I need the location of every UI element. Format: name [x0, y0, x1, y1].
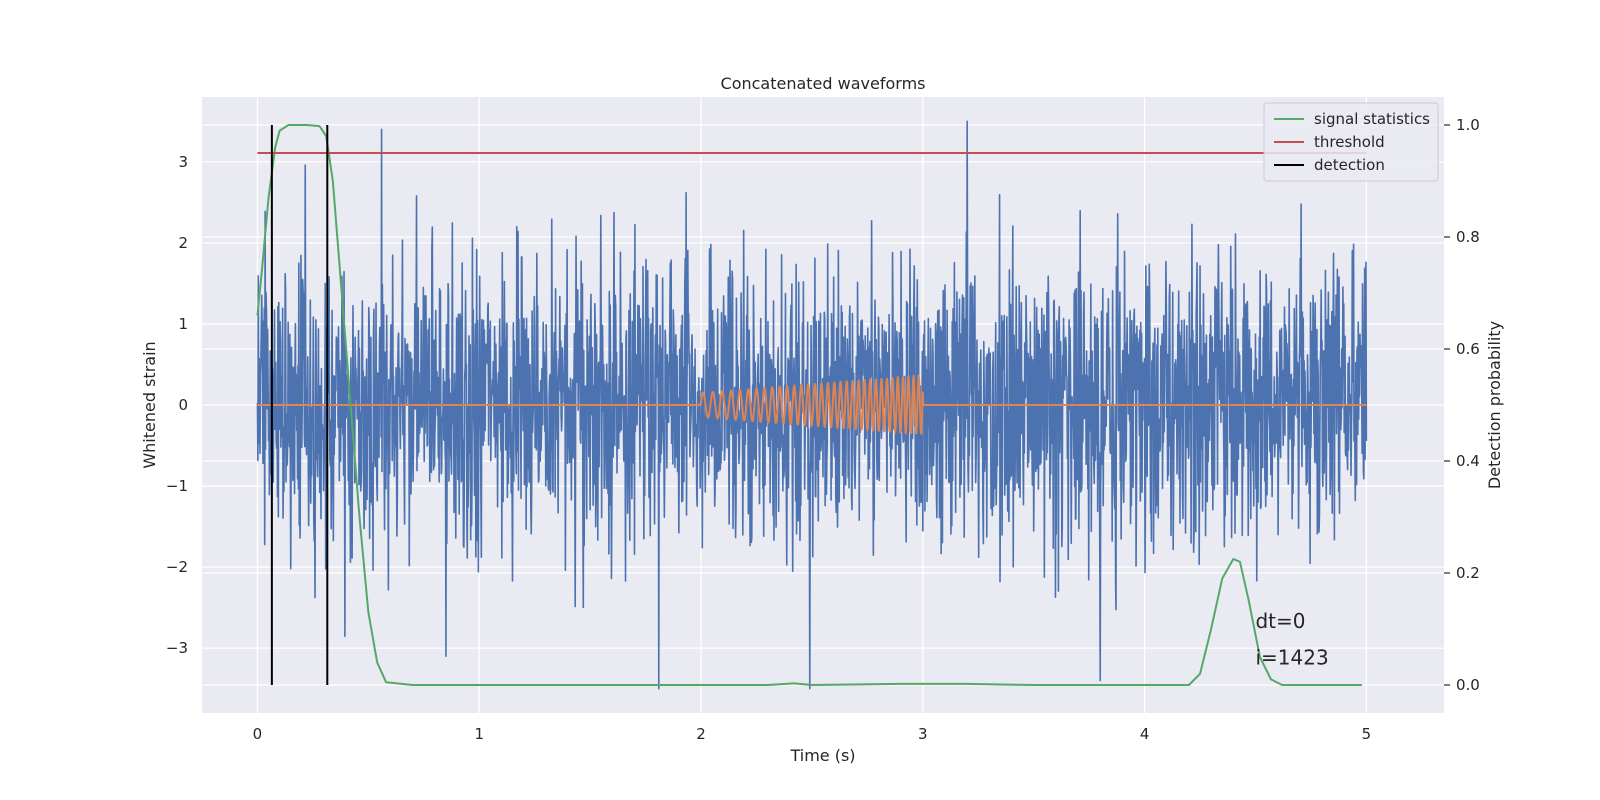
y2-tick-label: 0.2: [1456, 564, 1480, 582]
x-tick-label: 2: [696, 725, 706, 743]
legend-label: detection: [1314, 156, 1385, 174]
annotation-text: i=1423: [1255, 645, 1328, 669]
annotations: dt=0 i=1423: [1255, 609, 1328, 669]
y-tick-label: 3: [178, 153, 188, 171]
y2-tick-label: 0.0: [1456, 676, 1480, 694]
legend: signal statistics threshold detection: [1263, 102, 1439, 182]
chart-title: Concatenated waveforms: [721, 74, 926, 93]
legend-label: signal statistics: [1314, 110, 1430, 128]
y-tick-label: 1: [178, 315, 188, 333]
y2-tick-label: 0.6: [1456, 340, 1480, 358]
annotation-text: dt=0: [1255, 609, 1305, 633]
y2-tick-label: 1.0: [1456, 116, 1480, 134]
series-layer: [256, 120, 1368, 690]
series-whitened-strain: [256, 120, 1368, 690]
series-signal-statistics: [256, 124, 1362, 686]
x-tick-label: 0: [253, 725, 263, 743]
y-tick-label: −2: [166, 558, 188, 576]
y-tick-label: −3: [166, 639, 188, 657]
y2-tick-label: 0.8: [1456, 228, 1480, 246]
y2-axis-label: Detection probability: [1485, 321, 1504, 489]
y-tick-label: 0: [178, 396, 188, 414]
x-tick-label: 1: [474, 725, 484, 743]
x-tick-label: 4: [1140, 725, 1150, 743]
series-injected-waveform: [256, 374, 1367, 435]
legend-box: [1263, 102, 1439, 182]
legend-label: threshold: [1314, 133, 1385, 151]
x-axis-label: Time (s): [789, 746, 855, 765]
y-tick-label: 2: [178, 234, 188, 252]
x-tick-label: 5: [1362, 725, 1372, 743]
tick-labels: 0 1 2 3 4 5 −3 −2 −1 0 1 2 3 0.0 0.2 0.4 0.6 0.8 1.0: [166, 116, 1480, 743]
y-tick-label: −1: [166, 477, 188, 495]
y-axis-label: Whitened strain: [140, 341, 159, 468]
y2-tick-label: 0.4: [1456, 452, 1480, 470]
x-tick-label: 3: [918, 725, 928, 743]
